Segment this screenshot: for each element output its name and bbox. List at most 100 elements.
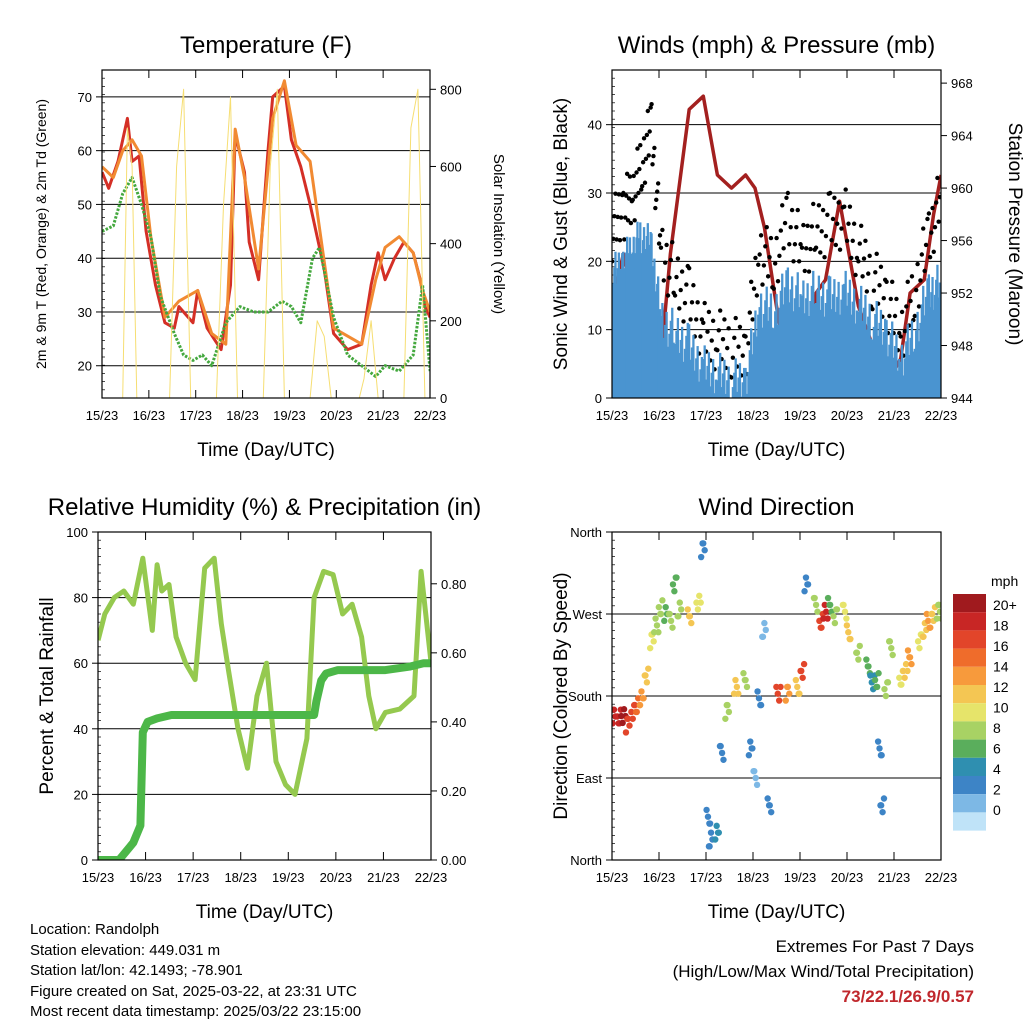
x-tick-label: 16/23 <box>133 408 166 423</box>
panel-humidity: Relative Humidity (%) & Precipitation (i… <box>37 494 481 923</box>
y2-tick-label: 0.40 <box>441 715 466 730</box>
legend-swatch <box>953 612 986 631</box>
x-tick-label: 18/23 <box>224 870 257 885</box>
x-tick-label: 17/23 <box>179 408 212 423</box>
gust-point <box>897 330 902 336</box>
direction-point <box>845 629 852 636</box>
legend-label: 14 <box>993 659 1009 675</box>
direction-point <box>612 706 618 713</box>
gust-point <box>613 191 618 196</box>
legend-swatch <box>953 776 986 795</box>
gust-point <box>656 241 662 246</box>
direction-point <box>725 708 733 716</box>
direction-point <box>706 820 714 827</box>
legend-label: 20+ <box>993 597 1017 613</box>
gust-point <box>635 146 640 151</box>
direction-point <box>751 767 758 775</box>
gust-point <box>686 265 692 271</box>
gust-point <box>645 108 651 114</box>
x-tick-label: 18/23 <box>737 870 770 885</box>
direction-point <box>631 701 639 709</box>
direction-point <box>906 654 914 661</box>
y2-tick-label: 960 <box>951 181 973 196</box>
x-tick-label: 17/23 <box>690 408 723 423</box>
x-tick-label: 15/23 <box>596 408 629 423</box>
gust-point <box>616 192 622 197</box>
gust-point <box>788 224 793 230</box>
direction-point <box>701 547 708 554</box>
gust-point <box>794 224 799 230</box>
y2-axis-label: Solar Insolation (Yellow) <box>490 154 507 314</box>
chart-title-direction: Wind Direction <box>698 494 854 521</box>
direction-point <box>792 676 800 684</box>
gust-point <box>725 345 730 351</box>
legend-swatch <box>953 630 986 649</box>
direction-point <box>715 829 722 836</box>
y-tick-label: 70 <box>78 90 92 105</box>
direction-point <box>749 745 756 752</box>
direction-point <box>742 676 749 684</box>
gust-point <box>935 175 940 181</box>
gust-point <box>706 309 712 315</box>
direction-point <box>820 615 827 622</box>
direction-point <box>863 656 870 663</box>
gust-point <box>844 238 850 244</box>
direction-point <box>818 624 825 631</box>
gust-point <box>698 334 703 339</box>
gust-point <box>864 289 870 294</box>
gust-point <box>890 279 895 285</box>
gust-point <box>822 255 827 260</box>
panel-direction: Wind Direction North East South West North 15/… <box>551 494 1018 923</box>
direction-point <box>847 635 854 643</box>
gust-point <box>678 287 683 293</box>
y2-tick-label: 400 <box>440 237 462 252</box>
station-latlon: Station lat/lon: 42.1493; -78.901 <box>30 962 243 979</box>
gust-point <box>860 274 865 279</box>
direction-point <box>754 688 761 695</box>
gust-point <box>617 237 623 243</box>
gust-point <box>835 221 840 226</box>
gust-point <box>888 296 894 302</box>
direction-point <box>904 647 912 654</box>
gust-point <box>877 283 882 288</box>
direction-point <box>662 603 669 611</box>
direction-point <box>694 606 702 613</box>
legend-swatch <box>953 757 986 776</box>
gust-point <box>634 170 639 175</box>
direction-point <box>881 685 888 693</box>
direction-point <box>798 667 805 675</box>
direction-point <box>618 712 625 720</box>
gust-point <box>936 219 941 224</box>
gust-point <box>663 260 668 265</box>
series-solar <box>102 88 430 398</box>
gust-point <box>795 207 800 213</box>
gust-point <box>632 218 637 223</box>
x-tick-label: 19/23 <box>273 408 306 423</box>
gust-point <box>674 274 679 280</box>
gust-point <box>691 283 696 288</box>
gust-point <box>780 203 785 208</box>
x-axis-label: Time (Day/UTC) <box>708 440 846 461</box>
direction-point <box>812 601 820 609</box>
gust-point <box>648 105 653 110</box>
gust-point <box>747 310 753 315</box>
direction-point <box>794 683 801 691</box>
gust-point <box>894 296 899 302</box>
gust-point <box>702 300 707 306</box>
gust-point <box>820 207 826 213</box>
x-tick-label: 19/23 <box>272 870 305 885</box>
gust-point <box>830 216 836 222</box>
direction-point <box>826 601 834 609</box>
gust-point <box>623 215 628 220</box>
x-axis-label: Time (Day/UTC) <box>708 902 846 923</box>
y-tick-label: 100 <box>66 525 88 540</box>
direction-point <box>626 722 633 729</box>
gust-point <box>925 216 930 222</box>
direction-point <box>856 642 863 650</box>
gust-point <box>813 245 819 250</box>
x-tick-label: 15/23 <box>82 870 115 885</box>
direction-point <box>713 822 720 830</box>
y-axis-label: Sonic Wind & Gust (Blue, Black) <box>551 98 572 370</box>
gust-point <box>732 335 737 341</box>
y-tick-label: 0 <box>595 391 602 406</box>
